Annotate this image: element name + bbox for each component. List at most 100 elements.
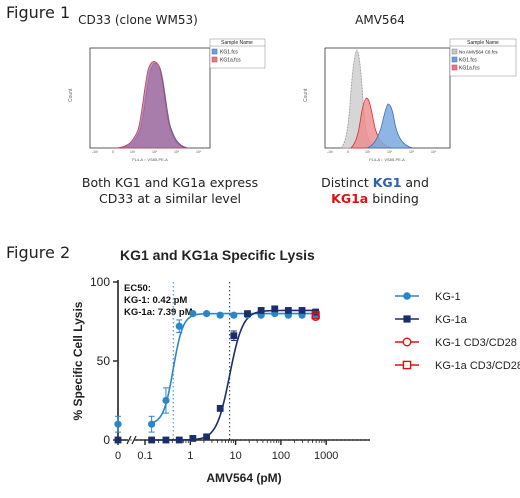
right-legend-kg1: KG1.fcs: [459, 58, 477, 64]
left-panel-title: CD33 (clone WM53): [78, 13, 198, 27]
data-point-KG-1: [175, 322, 183, 330]
legend-label-KG-1 CD3/CD28: KG-1 CD3/CD28: [435, 337, 517, 349]
fit-curves: [150, 309, 316, 441]
legend-swatch-kg1a: [211, 56, 218, 63]
data-point-KG-1a: [271, 305, 279, 313]
legend-marker-KG-1: [403, 292, 411, 300]
ec50-reference-lines: [172, 282, 231, 440]
x-axis-label: AMV564 (pM): [206, 471, 281, 485]
data-point-KG-1a: [175, 436, 183, 444]
left-legend-kg1a: KG1a.fcs: [220, 58, 241, 64]
legend-swatch-kg1a: [451, 64, 458, 71]
data-point-KG-1a: [244, 310, 251, 317]
y-axis-label: % Specific Cell Lysis: [71, 301, 85, 420]
ec50-title: EC50:: [124, 283, 151, 294]
data-point-KG-1: [148, 420, 156, 428]
x-tick-label: 1000: [314, 450, 338, 462]
chart-title: KG1 and KG1a Specific Lysis: [120, 247, 315, 263]
right-caption-mid: and: [401, 175, 429, 190]
left-caption-line1: Both KG1 and KG1a express: [81, 175, 259, 190]
right-caption: Distinct KG1 and KG1a binding: [300, 175, 450, 207]
data-point-KG-1: [230, 311, 238, 319]
right-legend: Sample Name No AMV564 Ctl.fcs KG1.fcs KG…: [449, 38, 517, 77]
data-point-KG-1: [189, 310, 197, 318]
svg-text:0: 0: [112, 150, 114, 154]
svg-text:0: 0: [347, 150, 349, 154]
svg-text:-10³: -10³: [327, 150, 334, 154]
left-kg1a-histogram: [115, 61, 187, 149]
svg-text:-10³: -10³: [92, 150, 99, 154]
left-caption-line2: CD33 at a similar level: [98, 191, 241, 206]
left-x-ticks: -10³ 0 10³ 10⁴ 10⁵ 10⁶: [92, 150, 202, 154]
figure1-label: Figure 1: [6, 3, 71, 22]
right-caption-kg1: KG1: [372, 175, 402, 190]
legend-marker-KG-1 CD3/CD28: [402, 337, 412, 347]
x-tick-label: 0: [115, 450, 121, 462]
data-point-KG-1a CD3/CD28: [311, 311, 320, 320]
x-tick-label: 10: [229, 450, 241, 462]
fit-curve-KG-1a: [150, 309, 316, 441]
legend-marker-KG-1a: [403, 315, 411, 323]
legend-label-KG-1a: KG-1a: [435, 314, 468, 326]
right-caption-kg1a: KG1a: [331, 191, 369, 206]
left-histogram: Count -10³ 0 10³ 10⁴ 10⁵ 10⁶ FL4-A :: VS85-P…: [68, 38, 266, 162]
right-ylabel: Count: [303, 88, 309, 102]
svg-text:10⁴: 10⁴: [152, 150, 158, 154]
right-kg1-histogram: [366, 103, 414, 149]
data-point-KG-1: [162, 396, 170, 405]
x-tick-label: 100: [272, 450, 290, 462]
left-legend-kg1: KG1.fcs: [220, 50, 238, 56]
svg-text:10⁶: 10⁶: [431, 150, 437, 154]
y-tick-label: 0: [103, 433, 110, 447]
left-legend: Sample Name KG1.fcs KG1a.fcs: [209, 38, 266, 69]
data-point-KG-1a: [114, 436, 122, 444]
right-legend-kg1a: KG1a.fcs: [459, 66, 480, 72]
data-point-KG-1a: [216, 405, 224, 412]
data-point-KG-1a: [257, 307, 265, 314]
svg-text:10⁵: 10⁵: [409, 150, 415, 154]
ec50-kg1a: KG-1a: 7.39 pM: [124, 307, 193, 318]
data-point-KG-1a: [203, 433, 211, 441]
ec50-annotation: EC50: KG-1: 0.42 pM KG-1a: 7.39 pM: [124, 283, 193, 319]
legend-swatch-control: [451, 48, 458, 55]
right-xlabel: FL4-A :: VS85-PE-A: [369, 157, 405, 162]
right-panel-title: AMV564: [355, 13, 405, 27]
left-caption: Both KG1 and KG1a express CD33 at a simi…: [60, 175, 280, 207]
right-histogram: Count -10³ 0 10³ 10⁴ 10⁵ 10⁶ FL4-A :: VS85-P…: [303, 38, 517, 162]
data-point-KG-1a: [230, 332, 238, 340]
left-ylabel: Count: [68, 88, 74, 102]
legend-marker-KG-1a CD3/CD28: [402, 360, 412, 370]
fit-curve-KG-1: [150, 312, 316, 424]
data-point-KG-1a: [298, 307, 306, 314]
legend-label-KG-1: KG-1: [435, 291, 461, 303]
left-legend-header: Sample Name: [221, 40, 253, 46]
data-point-KG-1a: [189, 435, 197, 442]
right-legend-header: Sample Name: [467, 40, 499, 46]
right-caption-post: binding: [368, 191, 419, 206]
ec50-kg1: KG-1: 0.42 pM: [124, 295, 188, 306]
data-point-KG-1a: [162, 436, 170, 444]
chart-legend: KG-1 KG-1a KG-1 CD3/CD28 KG-1a CD3/CD28: [395, 291, 520, 372]
data-point-KG-1: [114, 420, 122, 428]
data-points: [114, 305, 320, 444]
legend-label-KG-1a CD3/CD28: KG-1a CD3/CD28: [435, 360, 520, 372]
figure2-label: Figure 2: [6, 243, 71, 262]
svg-text:10⁶: 10⁶: [196, 150, 202, 154]
svg-text:10⁴: 10⁴: [387, 150, 393, 154]
y-tick-label: 100: [90, 275, 110, 289]
x-tick-label: 1: [187, 450, 193, 462]
legend-swatch-kg1: [451, 56, 458, 63]
svg-text:10⁵: 10⁵: [174, 150, 180, 154]
svg-text:10³: 10³: [130, 150, 136, 154]
legend-swatch-kg1: [211, 48, 218, 55]
data-point-KG-1a: [284, 307, 292, 314]
data-point-KG-1: [216, 311, 224, 319]
svg-text:10³: 10³: [365, 150, 371, 154]
x-axis-break: [126, 435, 132, 445]
data-point-KG-1a: [148, 436, 156, 444]
right-x-ticks: -10³ 0 10³ 10⁴ 10⁵ 10⁶: [327, 150, 437, 154]
data-point-KG-1: [203, 310, 211, 318]
right-legend-control: No AMV564 Ctl.fcs: [459, 50, 498, 55]
